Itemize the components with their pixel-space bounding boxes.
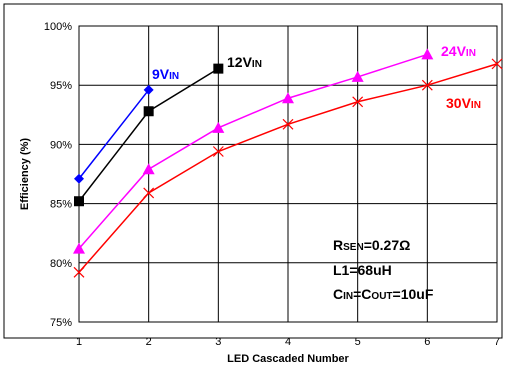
x-marker <box>421 79 433 91</box>
x-marker <box>282 118 294 130</box>
triangle-marker <box>351 70 364 82</box>
series-label: 9VIN <box>152 66 179 82</box>
series-label-sub: IN <box>169 71 179 82</box>
square-marker <box>74 196 84 207</box>
series-layer <box>73 48 503 278</box>
annotation-line: RSEN=0.27Ω <box>333 237 410 253</box>
y-axis-title: Efficiency (%) <box>19 138 31 210</box>
y-tick-label: 95% <box>50 80 72 92</box>
y-tick-label: 85% <box>50 199 72 211</box>
series-label-main: 24V <box>441 43 467 59</box>
annotation-part: =10uF <box>393 286 434 302</box>
x-marker <box>352 96 364 108</box>
diamond-marker <box>74 173 84 184</box>
chart-frame <box>3 3 503 339</box>
annotation-part: R <box>333 237 343 253</box>
series-12vin <box>74 63 224 207</box>
x-marker <box>73 266 85 278</box>
y-tick-label: 75% <box>50 317 72 329</box>
series-24vin <box>73 48 434 254</box>
x-marker <box>491 58 503 70</box>
series-label-main: 9V <box>152 66 170 82</box>
series-label-sub: IN <box>471 100 481 111</box>
triangle-marker <box>212 121 225 133</box>
series-label-sub: IN <box>252 59 262 70</box>
series-label: 30VIN <box>446 95 481 111</box>
x-tick-label: 4 <box>285 336 291 348</box>
x-tick-label: 6 <box>424 336 430 348</box>
triangle-marker <box>142 163 155 175</box>
triangle-marker <box>282 92 294 104</box>
annotation-part: L1=68uH <box>333 262 392 278</box>
annotation-part: IN <box>343 291 353 302</box>
annotation-part: =C <box>353 286 371 302</box>
series-label: 12VIN <box>227 54 262 70</box>
annotation-part: OUT <box>371 291 392 302</box>
series-label-sub: IN <box>466 48 476 59</box>
x-marker <box>143 187 155 199</box>
y-tick-label: 80% <box>50 258 72 270</box>
annotation-line: L1=68uH <box>333 262 392 278</box>
series-9vin <box>74 84 154 184</box>
parameter-annotations: RSEN=0.27Ω L1=68uH CIN=COUT=10uF <box>333 237 434 302</box>
triangle-marker <box>421 48 434 60</box>
annotation-part: SEN <box>343 242 364 253</box>
x-tick-label: 1 <box>76 336 82 348</box>
x-tick-label: 2 <box>146 336 152 348</box>
y-axis-ticks: 75% 80% 85% 90% 95% 100% <box>44 21 72 329</box>
x-axis-ticks: 1 2 3 4 5 6 7 <box>76 336 500 348</box>
x-tick-label: 3 <box>215 336 221 348</box>
annotation-part: =0.27Ω <box>364 237 411 253</box>
y-tick-label: 90% <box>50 139 72 151</box>
square-marker <box>143 106 154 117</box>
series-line <box>78 89 150 180</box>
triangle-marker <box>73 242 85 254</box>
y-tick-label: 100% <box>44 21 72 33</box>
x-tick-label: 5 <box>355 336 361 348</box>
series-label-main: 12V <box>227 54 253 70</box>
series-label: 24VIN <box>441 43 476 59</box>
annotation-part: C <box>333 286 343 302</box>
diamond-marker <box>143 84 154 95</box>
series-line <box>78 53 428 250</box>
x-axis-title: LED Cascaded Number <box>227 353 349 365</box>
x-tick-label: 7 <box>494 336 500 348</box>
x-marker <box>212 146 224 157</box>
annotation-line: CIN=COUT=10uF <box>333 286 434 302</box>
square-marker <box>213 63 224 74</box>
series-label-main: 30V <box>446 95 472 111</box>
series-30vin <box>73 58 503 278</box>
